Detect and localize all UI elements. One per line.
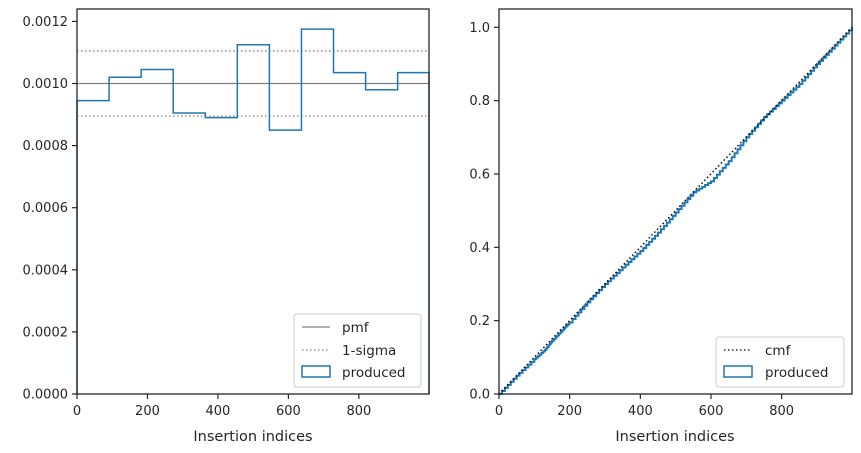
left-chart-panel: 0 200 400 600 800 0.0000 0.0002 0.0004 0.0006 0.0… <box>23 8 430 445</box>
right-y-tick-label: 0.2 <box>469 314 490 329</box>
right-x-tick-label: 400 <box>628 404 653 419</box>
produced-histogram <box>76 28 430 394</box>
legend-pmf-label: pmf <box>342 320 370 336</box>
left-axis-ticks: 0 200 400 600 800 0.0000 0.0002 0.0004 0.0006 0.0… <box>23 15 372 419</box>
left-x-tick-label: 200 <box>135 404 160 419</box>
right-y-tick-label: 0.6 <box>469 168 490 183</box>
right-x-tick-label: 200 <box>557 404 582 419</box>
right-y-tick-label: 0.8 <box>469 94 490 109</box>
left-chart-marks <box>76 28 430 394</box>
legend-cmf-label: cmf <box>765 343 792 359</box>
right-legend: cmf produced <box>715 336 845 388</box>
left-axes-frame <box>76 8 430 395</box>
right-chart-panel: 0 200 400 600 800 0.0 0.2 0.4 0.6 0.8 1.0 Insertio… <box>469 8 853 445</box>
left-y-tick-label: 0.0008 <box>23 139 69 154</box>
legend-produced-label-right: produced <box>765 365 829 381</box>
right-y-tick-label: 1.0 <box>469 21 490 36</box>
left-y-tick-label: 0.0004 <box>23 263 69 278</box>
legend-produced-swatch-right <box>723 365 753 378</box>
right-chart-marks <box>498 26 853 395</box>
left-x-axis-label: Insertion indices <box>193 429 312 445</box>
left-x-tick-label: 0 <box>73 404 81 419</box>
legend-produced-label: produced <box>342 365 406 381</box>
left-x-tick-label: 800 <box>346 404 371 419</box>
cmf-line <box>498 26 853 395</box>
right-x-axis-label: Insertion indices <box>615 429 734 445</box>
left-x-tick-label: 400 <box>206 404 231 419</box>
right-x-tick-label: 800 <box>769 404 794 419</box>
left-x-tick-label: 600 <box>276 404 301 419</box>
legend-produced-swatch <box>301 365 331 378</box>
left-legend-box <box>293 313 422 388</box>
left-y-tick-label: 0.0002 <box>23 325 69 340</box>
legend-1-sigma-label: 1-sigma <box>342 343 396 359</box>
left-y-tick-label: 0.0012 <box>23 15 69 30</box>
right-y-tick-label: 0.4 <box>469 241 490 256</box>
left-y-tick-label: 0.0010 <box>23 77 69 92</box>
right-plot-area <box>499 9 852 394</box>
left-y-tick-label: 0.0000 <box>23 388 69 403</box>
left-y-tick-label: 0.0006 <box>23 201 69 216</box>
left-legend: pmf 1-sigma produced <box>293 313 422 388</box>
produced-cumulative <box>499 27 853 395</box>
right-x-tick-label: 600 <box>699 404 724 419</box>
right-axis-ticks: 0 200 400 600 800 0.0 0.2 0.4 0.6 0.8 1.0 <box>469 21 794 419</box>
right-x-tick-label: 0 <box>495 404 503 419</box>
right-y-tick-label: 0.0 <box>469 388 490 403</box>
right-axes-frame <box>498 8 853 395</box>
